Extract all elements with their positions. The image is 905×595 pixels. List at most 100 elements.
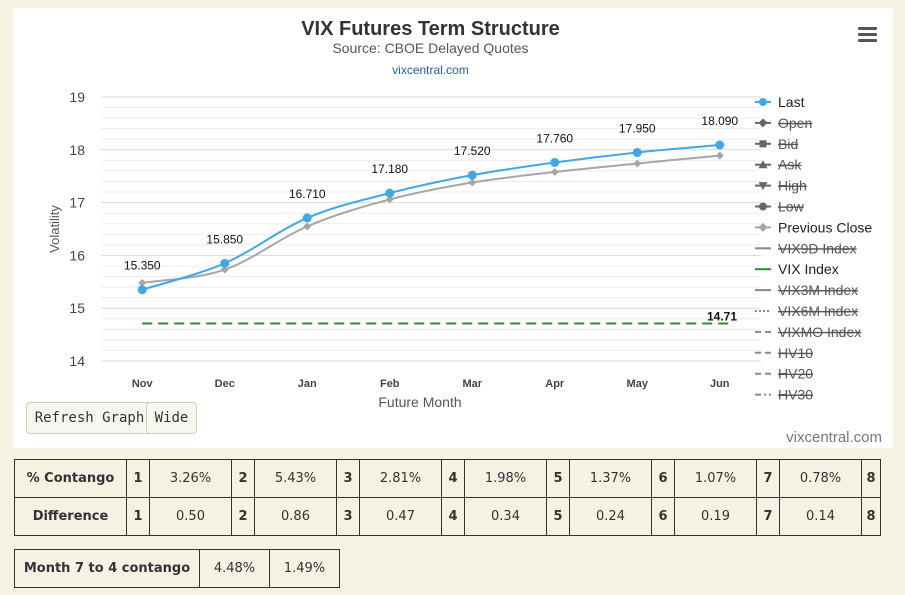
legend-label: Previous Close (778, 219, 872, 235)
data-label-last: 17.760 (536, 131, 573, 145)
legend-square-marker (759, 140, 767, 148)
legend-label: Open (778, 115, 812, 131)
legend-item[interactable]: Bid (755, 136, 798, 152)
legend-label: Ask (778, 157, 802, 173)
row-label: % Contango (14, 459, 127, 498)
y-tick-label: 17 (69, 195, 85, 211)
legend-item[interactable]: VIX6M Index (755, 303, 858, 319)
table-cell: 4.48% (199, 549, 270, 588)
row-label: Difference (14, 497, 127, 536)
table-cell: 1.37% (569, 459, 652, 498)
chart-credit[interactable]: vixcentral.com (786, 429, 882, 446)
table-cell: 1.98% (464, 459, 547, 498)
data-point-last (137, 285, 147, 295)
legend-item[interactable]: VIX3M Index (755, 282, 858, 298)
y-tick-label: 15 (69, 300, 85, 316)
table-cell: 0.86 (254, 497, 337, 536)
data-point-previous-close (138, 278, 147, 287)
month-number-cell: 1 (126, 497, 150, 536)
data-point-last (385, 188, 395, 198)
month-number-cell: 5 (546, 497, 570, 536)
wide-button[interactable]: Wide (146, 402, 197, 434)
y-tick-label: 18 (69, 142, 85, 158)
data-point-previous-close (220, 265, 229, 274)
table-cell: 0.24 (569, 497, 652, 536)
data-point-last (302, 213, 312, 223)
legend-item[interactable]: HV30 (755, 387, 813, 403)
legend-label: VIXMO Index (778, 324, 861, 340)
data-point-last (715, 140, 725, 150)
row-label: Month 7 to 4 contango (14, 549, 200, 588)
table-cell: 5.43% (254, 459, 337, 498)
data-label-last: 18.090 (701, 114, 738, 128)
chart-site-link[interactable]: vixcentral.com (392, 63, 469, 77)
month-number-cell: 5 (546, 459, 570, 498)
legend-circle-marker (759, 98, 767, 106)
data-label-last: 15.850 (206, 232, 243, 246)
legend-label: HV10 (778, 345, 813, 361)
y-tick-label: 16 (69, 247, 85, 263)
legend-item[interactable]: Previous Close (755, 219, 872, 235)
legend-item[interactable]: Ask (755, 157, 802, 173)
table-row: Month 7 to 4 contango 4.48% 1.49% (14, 549, 340, 588)
x-tick-label: Nov (132, 378, 154, 390)
data-label-last: 16.710 (289, 187, 326, 201)
series-line-previous-close (142, 154, 720, 284)
data-label-last: 15.350 (124, 259, 161, 273)
table-cell: 0.34 (464, 497, 547, 536)
month-number-cell: 3 (336, 459, 360, 498)
x-tick-label: May (627, 378, 649, 390)
data-point-last (467, 170, 477, 180)
table-cell: 2.81% (359, 459, 442, 498)
data-point-last (550, 157, 560, 167)
legend-label: VIX3M Index (778, 282, 858, 298)
legend-diamond-marker (758, 118, 768, 128)
table-cell: 0.47 (359, 497, 442, 536)
legend-triangle-down-marker (758, 182, 768, 191)
chart-title: VIX Futures Term Structure (301, 18, 560, 40)
refresh-graph-button[interactable]: Refresh Graph (26, 402, 153, 434)
data-point-last (632, 147, 642, 157)
hamburger-menu-icon[interactable] (858, 27, 877, 42)
legend-item[interactable]: Last (755, 94, 805, 110)
month-number-cell: 6 (651, 497, 675, 536)
legend-item[interactable]: Low (755, 199, 805, 215)
legend-item[interactable]: HV10 (755, 345, 813, 361)
vix-index-end-label: 14.71 (707, 310, 737, 324)
legend-label: High (778, 178, 807, 194)
month-number-cell: 4 (441, 497, 465, 536)
month-number-cell: 8 (861, 497, 881, 536)
month-range-contango-table: Month 7 to 4 contango 4.48% 1.49% (14, 549, 340, 588)
month-number-cell: 2 (231, 497, 255, 536)
month-number-cell: 1 (126, 459, 150, 498)
table-cell: 1.49% (269, 549, 340, 588)
legend-item[interactable]: VIX9D Index (755, 240, 857, 256)
chart-card: 14 15 16 17 18 19 Nov Dec Jan Feb Mar Apr May Jun Futu… (13, 8, 893, 448)
data-point-previous-close (550, 167, 559, 176)
legend-label: VIX9D Index (778, 240, 857, 256)
legend-triangle-up-marker (758, 160, 768, 169)
x-axis-title: Future Month (378, 394, 461, 410)
legend-item[interactable]: VIXMO Index (755, 324, 861, 340)
series-line-last (141, 144, 720, 291)
data-point-previous-close (715, 151, 724, 160)
month-number-cell: 2 (231, 459, 255, 498)
legend-label: Low (778, 199, 805, 215)
table-row: Difference 1 0.50 2 0.86 3 0.47 4 0.34 5 0.24 6 0.19… (14, 497, 881, 536)
legend-item[interactable]: High (755, 178, 807, 194)
x-tick-label: Dec (215, 378, 235, 390)
data-point-last (220, 258, 230, 268)
x-tick-label: Mar (462, 378, 482, 390)
month-number-cell: 7 (756, 459, 780, 498)
legend-label: Bid (778, 136, 798, 152)
legend-item[interactable]: HV20 (755, 366, 813, 382)
legend-item[interactable]: Open (755, 115, 812, 131)
legend-label: HV30 (778, 387, 813, 403)
legend-label: HV20 (778, 366, 813, 382)
data-label-last: 17.180 (371, 162, 408, 176)
month-number-cell: 8 (861, 459, 881, 498)
legend-item[interactable]: VIX Index (755, 261, 839, 277)
legend-diamond-marker (758, 222, 768, 232)
contango-table: % Contango 1 3.26% 2 5.43% 3 2.81% 4 1.98% 5 1.37%… (14, 459, 881, 536)
term-structure-chart: 14 15 16 17 18 19 Nov Dec Jan Feb Mar Apr May Jun Futu… (47, 89, 872, 410)
